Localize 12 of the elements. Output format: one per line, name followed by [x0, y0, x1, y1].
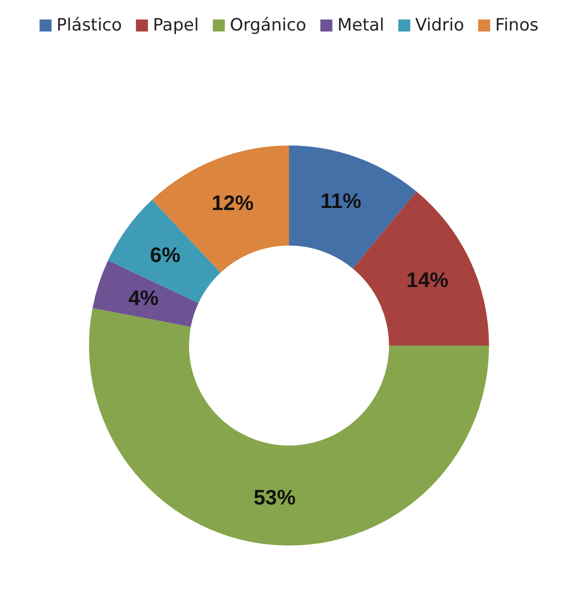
legend-label: Orgánico [230, 16, 306, 36]
legend-label: Plástico [56, 16, 122, 36]
legend-label: Metal [337, 16, 384, 36]
data-label: 11% [320, 190, 362, 214]
data-label: 14% [406, 268, 449, 292]
data-label: 12% [212, 192, 254, 215]
legend-label: Finos [495, 16, 539, 36]
legend-label: Vidrio [415, 16, 464, 36]
legend-label: Papel [152, 16, 199, 36]
data-label: 4% [128, 286, 159, 310]
data-label: 6% [150, 244, 181, 268]
data-label: 53% [254, 486, 296, 510]
